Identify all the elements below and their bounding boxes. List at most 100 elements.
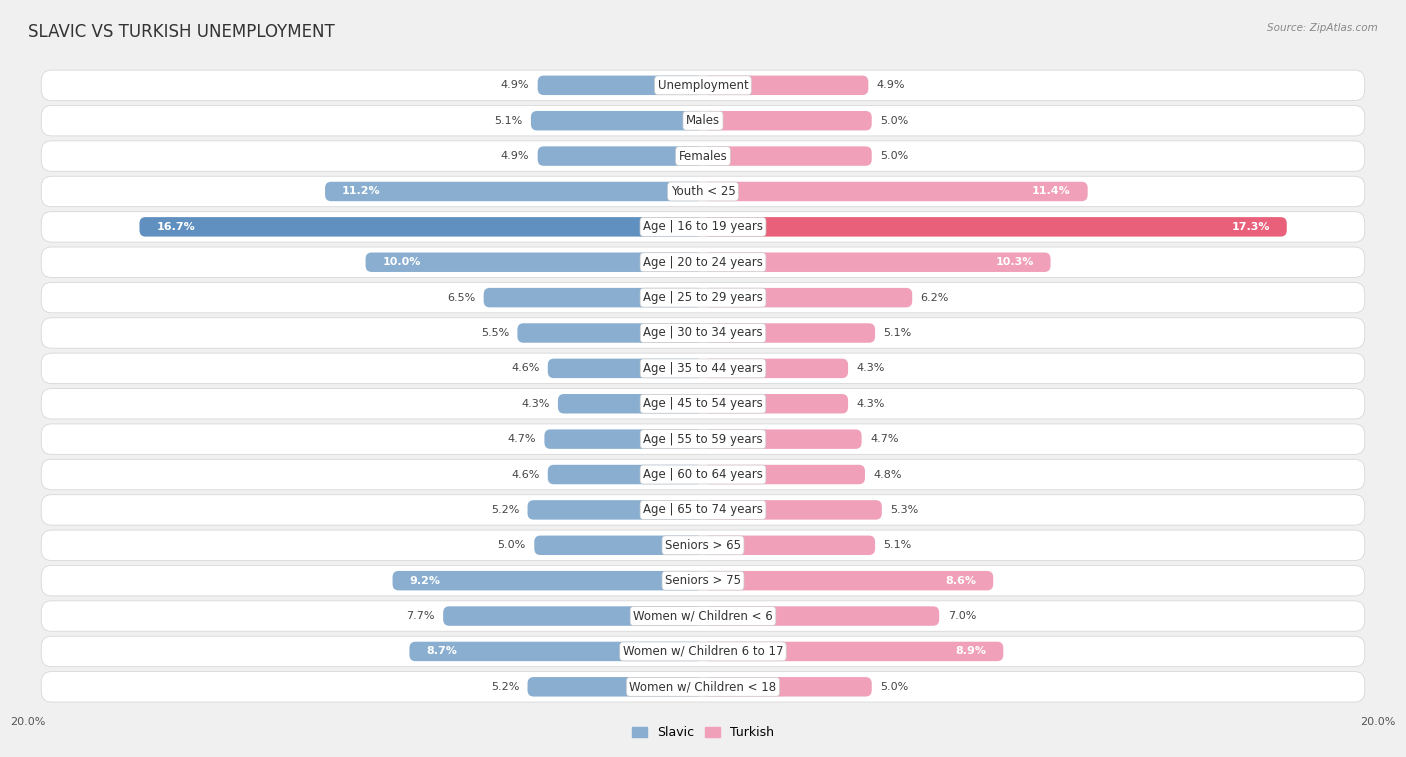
FancyBboxPatch shape (41, 141, 1365, 171)
FancyBboxPatch shape (703, 465, 865, 484)
FancyBboxPatch shape (41, 282, 1365, 313)
Text: Women w/ Children < 18: Women w/ Children < 18 (630, 681, 776, 693)
Text: Age | 20 to 24 years: Age | 20 to 24 years (643, 256, 763, 269)
FancyBboxPatch shape (484, 288, 703, 307)
Legend: Slavic, Turkish: Slavic, Turkish (627, 721, 779, 744)
FancyBboxPatch shape (41, 636, 1365, 667)
Text: 4.9%: 4.9% (877, 80, 905, 90)
Text: 5.0%: 5.0% (880, 151, 908, 161)
Text: 4.7%: 4.7% (870, 435, 898, 444)
FancyBboxPatch shape (548, 359, 703, 378)
FancyBboxPatch shape (537, 146, 703, 166)
Text: Women w/ Children < 6: Women w/ Children < 6 (633, 609, 773, 622)
FancyBboxPatch shape (534, 535, 703, 555)
Text: 4.6%: 4.6% (510, 469, 540, 479)
FancyBboxPatch shape (537, 76, 703, 95)
Text: 8.7%: 8.7% (426, 646, 457, 656)
Text: 6.5%: 6.5% (447, 293, 475, 303)
FancyBboxPatch shape (41, 459, 1365, 490)
Text: 16.7%: 16.7% (156, 222, 195, 232)
FancyBboxPatch shape (139, 217, 703, 237)
FancyBboxPatch shape (703, 500, 882, 519)
Text: 5.0%: 5.0% (880, 682, 908, 692)
FancyBboxPatch shape (409, 642, 703, 661)
FancyBboxPatch shape (703, 359, 848, 378)
FancyBboxPatch shape (366, 253, 703, 272)
FancyBboxPatch shape (443, 606, 703, 626)
FancyBboxPatch shape (703, 253, 1050, 272)
Text: Age | 35 to 44 years: Age | 35 to 44 years (643, 362, 763, 375)
Text: Age | 25 to 29 years: Age | 25 to 29 years (643, 291, 763, 304)
FancyBboxPatch shape (703, 111, 872, 130)
Text: Age | 60 to 64 years: Age | 60 to 64 years (643, 468, 763, 481)
FancyBboxPatch shape (41, 388, 1365, 419)
Text: Age | 30 to 34 years: Age | 30 to 34 years (643, 326, 763, 339)
Text: 4.3%: 4.3% (856, 399, 884, 409)
Text: 5.0%: 5.0% (880, 116, 908, 126)
Text: 7.7%: 7.7% (406, 611, 434, 621)
Text: 4.9%: 4.9% (501, 151, 529, 161)
FancyBboxPatch shape (703, 288, 912, 307)
FancyBboxPatch shape (41, 176, 1365, 207)
FancyBboxPatch shape (703, 571, 993, 590)
Text: Age | 16 to 19 years: Age | 16 to 19 years (643, 220, 763, 233)
Text: 4.9%: 4.9% (501, 80, 529, 90)
FancyBboxPatch shape (517, 323, 703, 343)
Text: Females: Females (679, 150, 727, 163)
FancyBboxPatch shape (558, 394, 703, 413)
Text: 10.0%: 10.0% (382, 257, 420, 267)
FancyBboxPatch shape (41, 494, 1365, 525)
Text: 4.8%: 4.8% (873, 469, 901, 479)
Text: 5.1%: 5.1% (883, 540, 911, 550)
FancyBboxPatch shape (41, 601, 1365, 631)
Text: 5.1%: 5.1% (883, 328, 911, 338)
Text: 5.0%: 5.0% (498, 540, 526, 550)
FancyBboxPatch shape (41, 354, 1365, 384)
Text: Women w/ Children 6 to 17: Women w/ Children 6 to 17 (623, 645, 783, 658)
Text: 5.2%: 5.2% (491, 505, 519, 515)
FancyBboxPatch shape (703, 677, 872, 696)
Text: 8.9%: 8.9% (956, 646, 987, 656)
FancyBboxPatch shape (41, 318, 1365, 348)
Text: 9.2%: 9.2% (409, 575, 440, 586)
Text: Age | 55 to 59 years: Age | 55 to 59 years (643, 433, 763, 446)
Text: 11.4%: 11.4% (1032, 186, 1071, 197)
Text: Youth < 25: Youth < 25 (671, 185, 735, 198)
FancyBboxPatch shape (703, 535, 875, 555)
FancyBboxPatch shape (392, 571, 703, 590)
FancyBboxPatch shape (703, 146, 872, 166)
FancyBboxPatch shape (703, 429, 862, 449)
Text: 8.6%: 8.6% (945, 575, 976, 586)
FancyBboxPatch shape (703, 217, 1286, 237)
FancyBboxPatch shape (41, 247, 1365, 278)
FancyBboxPatch shape (527, 677, 703, 696)
Text: Age | 65 to 74 years: Age | 65 to 74 years (643, 503, 763, 516)
Text: 5.1%: 5.1% (495, 116, 523, 126)
Text: 6.2%: 6.2% (921, 293, 949, 303)
FancyBboxPatch shape (531, 111, 703, 130)
FancyBboxPatch shape (527, 500, 703, 519)
Text: Age | 45 to 54 years: Age | 45 to 54 years (643, 397, 763, 410)
FancyBboxPatch shape (703, 394, 848, 413)
FancyBboxPatch shape (703, 76, 869, 95)
FancyBboxPatch shape (703, 606, 939, 626)
Text: Source: ZipAtlas.com: Source: ZipAtlas.com (1267, 23, 1378, 33)
Text: 5.3%: 5.3% (890, 505, 918, 515)
Text: Unemployment: Unemployment (658, 79, 748, 92)
Text: 4.7%: 4.7% (508, 435, 536, 444)
FancyBboxPatch shape (325, 182, 703, 201)
Text: 4.3%: 4.3% (856, 363, 884, 373)
Text: Seniors > 65: Seniors > 65 (665, 539, 741, 552)
Text: 5.2%: 5.2% (491, 682, 519, 692)
Text: 4.6%: 4.6% (510, 363, 540, 373)
FancyBboxPatch shape (41, 105, 1365, 136)
FancyBboxPatch shape (41, 671, 1365, 702)
FancyBboxPatch shape (703, 323, 875, 343)
Text: SLAVIC VS TURKISH UNEMPLOYMENT: SLAVIC VS TURKISH UNEMPLOYMENT (28, 23, 335, 41)
Text: 4.3%: 4.3% (522, 399, 550, 409)
Text: 17.3%: 17.3% (1232, 222, 1270, 232)
FancyBboxPatch shape (41, 565, 1365, 596)
Text: 10.3%: 10.3% (995, 257, 1033, 267)
Text: 5.5%: 5.5% (481, 328, 509, 338)
FancyBboxPatch shape (41, 70, 1365, 101)
